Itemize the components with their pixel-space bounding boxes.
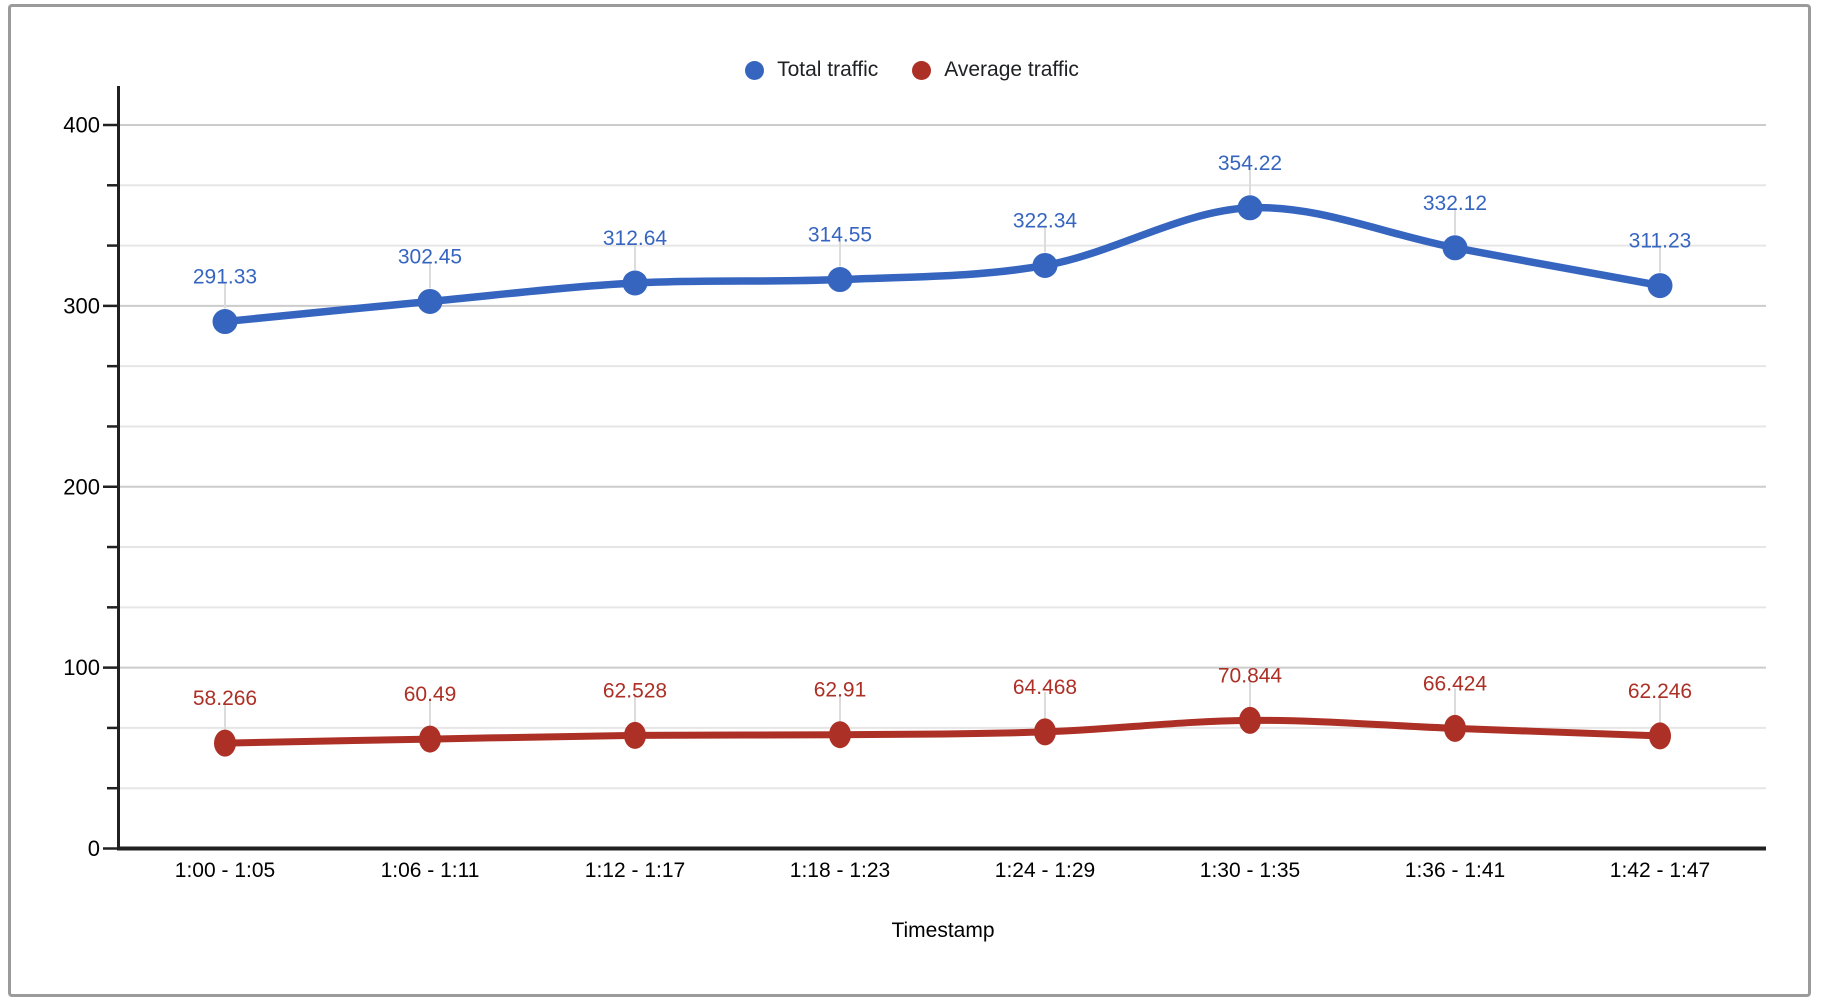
legend: Total traffic Average traffic bbox=[0, 58, 1824, 82]
x-axis-tick-label: 1:18 - 1:23 bbox=[790, 859, 890, 882]
data-point-total-traffic-1[interactable] bbox=[417, 288, 443, 314]
x-axis-tick-label: 1:00 - 1:05 bbox=[175, 859, 275, 882]
data-point-average-traffic-5[interactable] bbox=[1239, 706, 1261, 734]
x-axis-tick-label: 1:06 - 1:11 bbox=[381, 859, 480, 882]
data-point-total-traffic-3[interactable] bbox=[827, 267, 853, 293]
series-line-average-traffic bbox=[221, 716, 1664, 747]
data-label-total-traffic-7: 311.23 bbox=[1629, 230, 1692, 253]
data-point-total-traffic-6[interactable] bbox=[1442, 235, 1468, 261]
legend-label-average-traffic: Average traffic bbox=[944, 58, 1079, 81]
y-axis-tick-label: 300 bbox=[63, 293, 100, 318]
average-traffic-series-swatch-icon bbox=[912, 60, 932, 80]
x-axis-tick-label: 1:12 - 1:17 bbox=[585, 859, 685, 882]
y-axis-tick-label: 0 bbox=[88, 836, 100, 861]
legend-item-total-traffic[interactable]: Total traffic bbox=[745, 58, 878, 82]
data-label-average-traffic-7: 62.246 bbox=[1628, 680, 1692, 703]
data-point-average-traffic-6[interactable] bbox=[1444, 714, 1466, 742]
data-point-total-traffic-4[interactable] bbox=[1032, 252, 1058, 278]
data-point-average-traffic-2[interactable] bbox=[624, 721, 646, 749]
legend-item-average-traffic[interactable]: Average traffic bbox=[912, 58, 1079, 82]
data-point-average-traffic-4[interactable] bbox=[1034, 718, 1056, 746]
y-axis-tick-label: 400 bbox=[63, 113, 100, 138]
data-label-total-traffic-5: 354.22 bbox=[1218, 152, 1282, 175]
data-point-total-traffic-5[interactable] bbox=[1237, 195, 1263, 221]
x-axis-tick-label: 1:42 - 1:47 bbox=[1610, 859, 1710, 882]
total-traffic-series-swatch-icon bbox=[745, 60, 765, 80]
data-label-total-traffic-4: 322.34 bbox=[1013, 209, 1078, 232]
data-point-total-traffic-7[interactable] bbox=[1647, 273, 1673, 299]
data-point-average-traffic-0[interactable] bbox=[214, 729, 236, 757]
data-label-average-traffic-4: 64.468 bbox=[1013, 676, 1077, 699]
data-label-average-traffic-6: 66.424 bbox=[1423, 672, 1488, 695]
data-label-total-traffic-2: 312.64 bbox=[603, 227, 668, 250]
x-axis-tick-label: 1:30 - 1:35 bbox=[1200, 859, 1300, 882]
data-point-average-traffic-7[interactable] bbox=[1649, 722, 1671, 750]
data-label-average-traffic-1: 60.49 bbox=[404, 683, 457, 706]
data-point-total-traffic-2[interactable] bbox=[622, 270, 648, 296]
data-label-total-traffic-1: 302.45 bbox=[398, 245, 462, 268]
data-label-average-traffic-5: 70.844 bbox=[1218, 664, 1283, 687]
data-label-total-traffic-6: 332.12 bbox=[1423, 192, 1487, 215]
data-point-average-traffic-3[interactable] bbox=[829, 721, 851, 749]
x-axis-tick-label: 1:24 - 1:29 bbox=[995, 859, 1095, 882]
data-label-total-traffic-0: 291.33 bbox=[193, 266, 257, 289]
data-label-average-traffic-2: 62.528 bbox=[603, 679, 667, 702]
series-line-total-traffic bbox=[221, 203, 1664, 326]
data-label-average-traffic-3: 62.91 bbox=[814, 679, 867, 702]
y-axis-tick-label: 100 bbox=[63, 655, 100, 680]
x-axis-tick-label: 1:36 - 1:41 bbox=[1405, 859, 1505, 882]
data-label-total-traffic-3: 314.55 bbox=[808, 224, 872, 247]
data-point-average-traffic-1[interactable] bbox=[419, 725, 441, 753]
x-axis-title: Timestamp bbox=[891, 919, 994, 942]
data-label-average-traffic-0: 58.266 bbox=[193, 687, 257, 710]
data-point-total-traffic-0[interactable] bbox=[212, 309, 238, 335]
legend-label-total-traffic: Total traffic bbox=[777, 58, 879, 81]
y-axis-tick-label: 200 bbox=[63, 474, 100, 499]
